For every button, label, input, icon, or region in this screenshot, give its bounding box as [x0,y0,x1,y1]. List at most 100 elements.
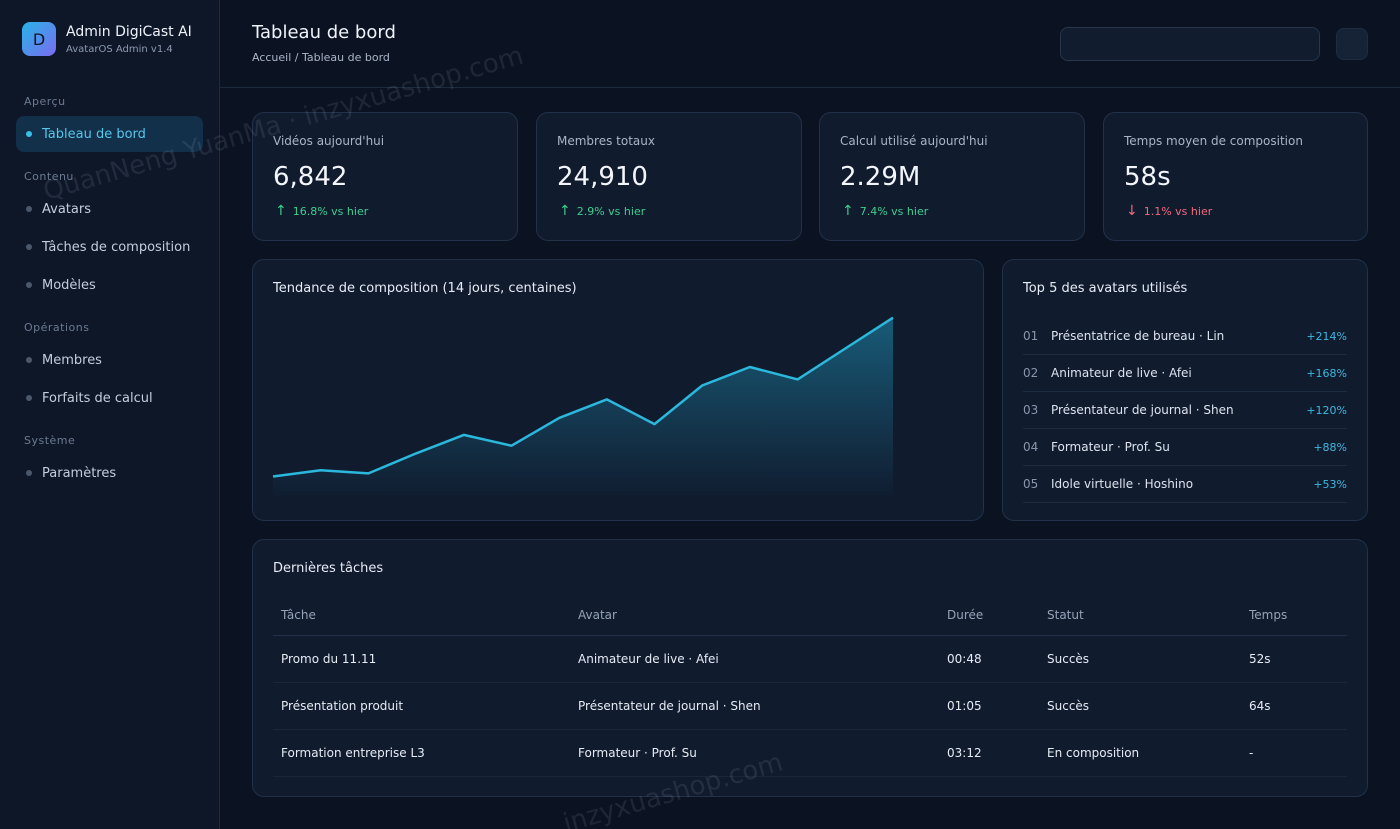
stat-card-compute-today: Calcul utilisé aujourd'hui 2.29M ↑ 7.4% … [819,112,1085,241]
recent-tasks-table: Tâche Avatar Durée Statut Temps Promo du… [273,596,1347,777]
header-action-button[interactable] [1336,28,1368,60]
table-row[interactable]: Présentation produit Présentateur de jou… [273,682,1347,730]
page-header: Tableau de bord Accueil / Tableau de bor… [220,0,1400,88]
list-item[interactable]: 05 Idole virtuelle · Hoshino +53% [1023,466,1347,503]
search-input[interactable] [1060,27,1320,61]
brand-logo-initial: D [32,29,46,49]
task-duration: 00:48 [939,635,1039,683]
stat-delta: ↑ 2.9% vs hier [559,203,645,219]
rank: 03 [1023,403,1039,417]
top-avatars-card: Top 5 des avatars utilisés 01 Présentatr… [1002,259,1368,521]
table-row[interactable]: Promo du 11.11 Animateur de live · Afei … [273,635,1347,683]
bullet-icon [26,244,32,250]
arrow-up-icon: ↑ [842,203,854,219]
sidebar-item-label: Avatars [42,201,91,217]
usage-change: +53% [1313,477,1347,491]
sidebar-item-label: Tableau de bord [42,126,146,142]
stat-value: 2.29M [840,162,921,192]
table-row[interactable]: Formation entreprise L3 Formateur · Prof… [273,729,1347,777]
usage-change: +168% [1306,366,1347,380]
task-time: - [1241,729,1347,777]
stat-delta-text: 1.1% vs hier [1143,204,1213,218]
list-item[interactable]: 04 Formateur · Prof. Su +88% [1023,429,1347,466]
rank: 04 [1023,440,1039,454]
sidebar-item-dashboard[interactable]: Tableau de bord [16,116,203,152]
sidebar-item-members[interactable]: Membres [16,342,203,378]
column-header-task[interactable]: Tâche [273,596,570,636]
stat-delta-text: 16.8% vs hier [292,204,369,218]
column-header-status[interactable]: Statut [1039,596,1241,636]
bullet-icon [26,357,32,363]
stat-delta-text: 2.9% vs hier [576,204,646,218]
status-badge: Succès [1039,682,1241,730]
avatar-name: Animateur de live · Afei [1051,366,1192,380]
stat-label: Membres totaux [557,134,655,148]
avatar-name: Présentatrice de bureau · Lin [1051,329,1225,343]
nav-section-overview: Aperçu [24,95,66,108]
usage-change: +214% [1306,329,1347,343]
sidebar-item-compute-plans[interactable]: Forfaits de calcul [16,380,203,416]
column-header-time[interactable]: Temps [1241,596,1347,636]
bullet-icon [26,395,32,401]
trend-line [272,316,894,478]
stat-label: Vidéos aujourd'hui [273,134,385,148]
list-item[interactable]: 01 Présentatrice de bureau · Lin +214% [1023,318,1347,355]
sidebar-item-avatars[interactable]: Avatars [16,191,203,227]
sidebar-item-composition-tasks[interactable]: Tâches de composition [16,229,203,265]
status-badge: Succès [1039,635,1241,683]
stat-value: 58s [1124,162,1171,192]
stat-card-total-members: Membres totaux 24,910 ↑ 2.9% vs hier [536,112,802,241]
chart-title: Tendance de composition (14 jours, centa… [273,281,577,296]
breadcrumb[interactable]: Accueil / Tableau de bord [252,51,390,64]
stat-value: 6,842 [273,162,348,192]
nav-section-operations: Opérations [24,321,90,334]
nav-section-system: Système [24,434,76,447]
bullet-icon [26,470,32,476]
trend-chart [272,316,894,495]
task-name: Promo du 11.11 [273,635,570,683]
task-duration: 03:12 [939,729,1039,777]
arrow-up-icon: ↑ [275,203,287,219]
top-avatars-title: Top 5 des avatars utilisés [1023,281,1188,296]
brand-logo: D [22,22,56,56]
task-duration: 01:05 [939,682,1039,730]
list-item[interactable]: 02 Animateur de live · Afei +168% [1023,355,1347,392]
rank: 01 [1023,329,1039,343]
sidebar-item-templates[interactable]: Modèles [16,267,203,303]
avatar-name: Formateur · Prof. Su [1051,440,1170,454]
sidebar-item-label: Paramètres [42,465,117,481]
stat-delta: ↑ 7.4% vs hier [842,203,928,219]
arrow-up-icon: ↑ [559,203,571,219]
sidebar-item-label: Forfaits de calcul [42,390,153,406]
stat-label: Calcul utilisé aujourd'hui [840,134,988,148]
sidebar-item-label: Modèles [42,277,96,293]
stat-delta: ↓ 1.1% vs hier [1126,203,1212,219]
column-header-avatar[interactable]: Avatar [570,596,939,636]
stat-delta: ↑ 16.8% vs hier [275,203,368,219]
rank: 05 [1023,477,1039,491]
stat-value: 24,910 [557,162,648,192]
bullet-icon [26,131,32,137]
stat-label: Temps moyen de composition [1124,134,1303,148]
column-header-duration[interactable]: Durée [939,596,1039,636]
task-time: 52s [1241,635,1347,683]
arrow-down-icon: ↓ [1126,203,1138,219]
usage-change: +120% [1306,403,1347,417]
bullet-icon [26,206,32,212]
page-title: Tableau de bord [252,22,396,43]
task-avatar: Animateur de live · Afei [570,635,939,683]
stat-delta-text: 7.4% vs hier [859,204,929,218]
trend-area [273,317,893,495]
brand-name: Admin DigiCast AI [66,23,192,40]
sidebar-item-settings[interactable]: Paramètres [16,455,203,491]
brand[interactable]: D Admin DigiCast AI AvatarOS Admin v1.4 [22,22,192,56]
task-name: Formation entreprise L3 [273,729,570,777]
bullet-icon [26,282,32,288]
usage-change: +88% [1313,440,1347,454]
top-avatars-list: 01 Présentatrice de bureau · Lin +214% 0… [1023,318,1347,503]
nav-section-content: Contenu [24,170,74,183]
task-name: Présentation produit [273,682,570,730]
sidebar-item-label: Tâches de composition [42,239,191,255]
list-item[interactable]: 03 Présentateur de journal · Shen +120% [1023,392,1347,429]
